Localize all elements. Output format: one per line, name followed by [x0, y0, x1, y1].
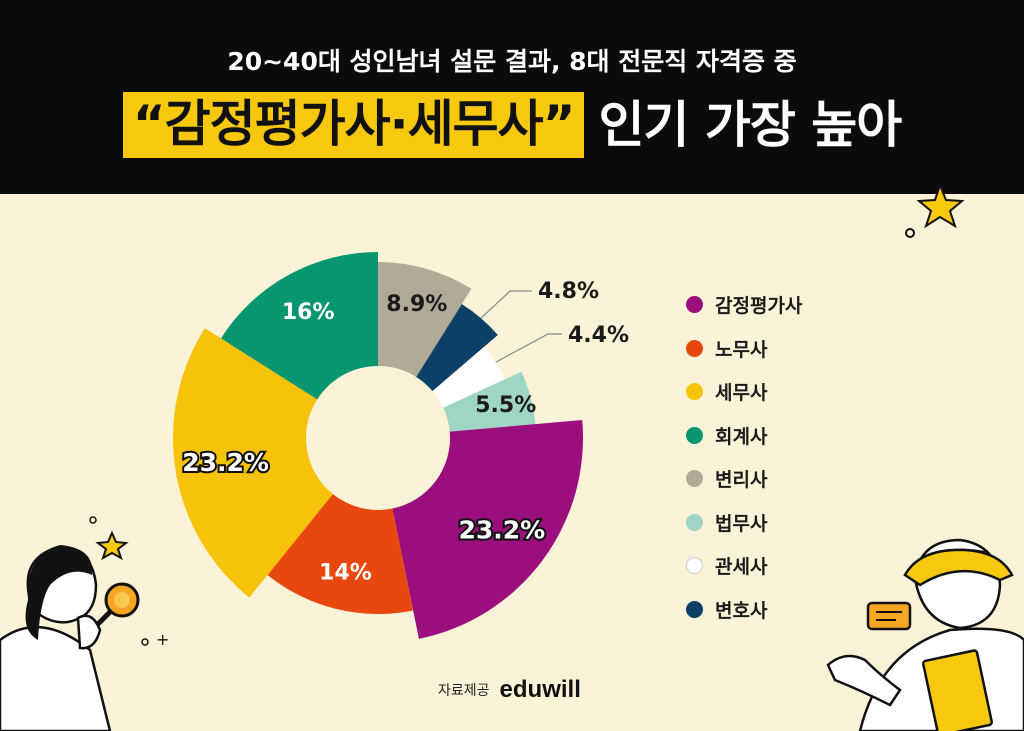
dot-icon	[89, 516, 97, 524]
legend-label: 변호사	[715, 599, 768, 622]
slice-노무사	[267, 494, 414, 614]
legend-item: 법무사	[686, 501, 802, 545]
legend-label: 관세사	[715, 556, 768, 579]
dot-icon	[905, 228, 915, 238]
legend-item: 세무사	[686, 370, 802, 414]
slice-법무사	[443, 371, 536, 432]
leader-line	[495, 333, 562, 363]
legend-item: 감정평가사	[686, 283, 802, 327]
leader-line	[480, 290, 532, 319]
legend-item: 변호사	[686, 588, 802, 632]
legend-label: 감정평가사	[715, 295, 803, 318]
dot-icon	[141, 638, 149, 646]
legend-label: 회계사	[715, 425, 768, 448]
header-banner: 20~40대 성인남녀 설문 결과, 8대 전문직 자격증 중 “감정평가사·세…	[0, 0, 1024, 194]
slice-label: 4.4%	[568, 323, 629, 348]
donut-chart: 23.2% 14% 23.2% 16% 8.9% 5.5% 4.4% 4.8%	[172, 252, 629, 639]
slice-label: 23.2%	[182, 448, 269, 477]
legend-item: 회계사	[686, 414, 802, 458]
legend-item: 노무사	[686, 327, 802, 371]
star-icon	[916, 182, 965, 229]
legend-label: 세무사	[715, 382, 768, 405]
slice-변리사	[378, 262, 472, 377]
chart-legend: 감정평가사 노무사 세무사 회계사 변리사 법무사 관세사 변호사	[686, 283, 802, 631]
legend-swatch	[686, 600, 703, 618]
source-label: 자료제공	[438, 683, 490, 699]
title-row: “감정평가사·세무사” 인기 가장 높아	[0, 92, 1024, 158]
legend-swatch	[686, 470, 703, 488]
legend-swatch	[686, 557, 703, 575]
legend-item: 변리사	[686, 457, 802, 501]
title-rest: 인기 가장 높아	[598, 96, 902, 154]
slice-회계사	[220, 252, 378, 400]
slice-label: 4.8%	[538, 279, 599, 304]
legend-label: 변리사	[715, 469, 768, 492]
slice-label: 16%	[282, 300, 335, 325]
slice-label: 8.9%	[386, 292, 447, 317]
slice-변호사	[416, 304, 498, 392]
eduwill-logo: eduwill	[499, 676, 581, 703]
legend-swatch	[686, 296, 703, 314]
slice-label: 5.5%	[475, 393, 536, 418]
subtitle: 20~40대 성인남녀 설문 결과, 8대 전문직 자격증 중	[227, 47, 797, 76]
slice-감정평가사	[392, 419, 583, 639]
woman-with-magnifier-illustration	[0, 545, 140, 731]
slice-관세사	[432, 346, 506, 408]
legend-swatch	[686, 513, 703, 531]
legend-item: 관세사	[686, 544, 802, 588]
source-credit: 자료제공 eduwill	[438, 676, 581, 704]
slice-label: 23.2%	[458, 515, 545, 544]
plus-icon: +	[156, 630, 169, 649]
man-with-folder-illustration	[826, 538, 1024, 731]
slice-세무사	[172, 328, 333, 598]
star-icon	[95, 530, 129, 561]
title-highlight: “감정평가사·세무사”	[122, 92, 585, 158]
legend-swatch	[686, 426, 703, 444]
legend-label: 노무사	[715, 338, 768, 361]
legend-swatch	[686, 339, 703, 357]
legend-swatch	[686, 383, 703, 401]
slice-label: 14%	[319, 561, 372, 586]
legend-label: 법무사	[715, 512, 768, 535]
